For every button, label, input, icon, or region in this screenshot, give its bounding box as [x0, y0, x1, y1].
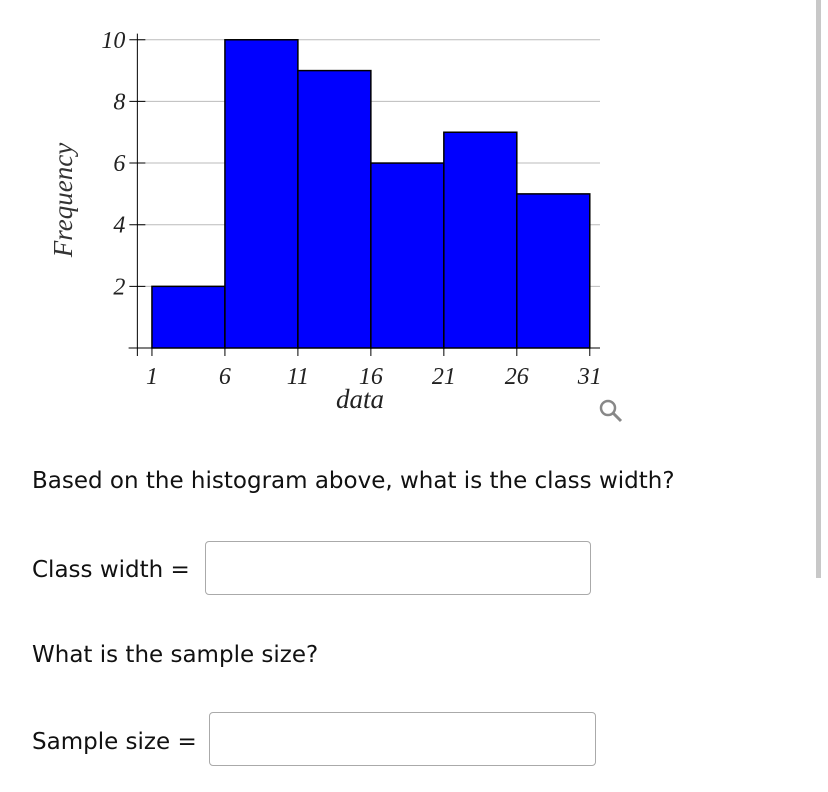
y-tick-label: 6: [113, 151, 125, 177]
y-tick-label: 2: [113, 274, 125, 300]
y-tick-label: 4: [113, 213, 125, 239]
bar: [443, 131, 518, 349]
answer-input[interactable]: [209, 712, 596, 766]
bar: [370, 162, 445, 349]
y-axis-label: Frequency: [48, 143, 78, 258]
zoom-lens: [599, 399, 617, 417]
zoom-handle: [611, 411, 623, 423]
x-tick-label: 26: [505, 364, 529, 390]
x-tick-label: 6: [219, 364, 231, 390]
scrollbar[interactable]: [816, 0, 821, 578]
question-prompt: Based on the histogram above, what is th…: [32, 468, 675, 494]
answer-input[interactable]: [205, 541, 591, 595]
y-tick-label: 8: [113, 89, 125, 115]
x-axis-label: data: [336, 384, 384, 414]
answer-label: Sample size =: [32, 729, 197, 755]
answer-label: Class width =: [32, 557, 190, 583]
bar: [297, 69, 372, 349]
bar: [151, 285, 226, 349]
question-prompt: What is the sample size?: [32, 642, 319, 668]
x-tick-label: 1: [146, 364, 158, 390]
x-tick-label: 21: [432, 364, 456, 390]
zoom-icon[interactable]: [599, 399, 623, 423]
x-tick-label: 11: [287, 364, 309, 390]
y-tick-label: 10: [101, 28, 125, 54]
bar: [516, 193, 591, 349]
bar: [224, 39, 299, 349]
x-tick-label: 31: [577, 364, 602, 390]
x-tick-label: 16: [359, 364, 383, 390]
